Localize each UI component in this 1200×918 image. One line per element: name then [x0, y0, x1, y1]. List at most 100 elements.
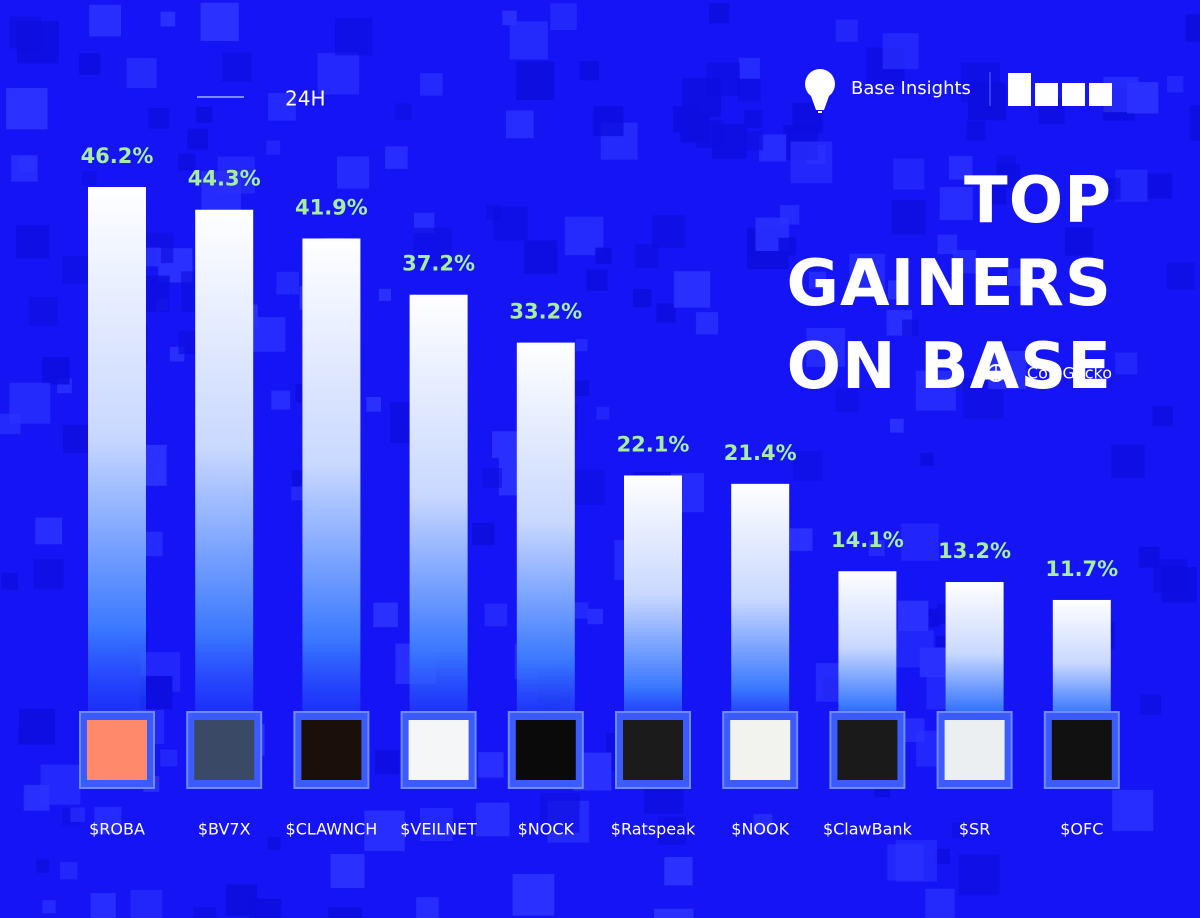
- bg-square: [1098, 177, 1121, 200]
- bg-square: [36, 859, 50, 873]
- bg-square: [6, 87, 48, 130]
- bg-square: [738, 57, 760, 80]
- bg-square: [652, 215, 685, 248]
- token-icon: [1051, 720, 1112, 780]
- bg-square: [1065, 227, 1094, 256]
- bg-square: [1111, 444, 1145, 478]
- bg-square: [901, 523, 939, 561]
- bg-square: [193, 907, 217, 918]
- bar: [195, 209, 254, 740]
- bg-square: [267, 836, 281, 850]
- bg-square: [948, 156, 973, 180]
- token-icon: [515, 720, 576, 780]
- bg-square: [759, 134, 787, 162]
- brand-logo: [805, 69, 835, 113]
- bg-square: [478, 752, 504, 778]
- bg-square: [539, 793, 580, 833]
- token-icon: [623, 720, 683, 780]
- x-tick-label: $Ratspeak: [611, 820, 696, 839]
- bg-square: [808, 271, 827, 289]
- bg-square: [1185, 14, 1200, 42]
- bg-square: [35, 517, 63, 545]
- token-icon: [408, 720, 469, 780]
- x-tick-label: $SR: [959, 820, 990, 839]
- x-tick-label: $CLAWNCH: [286, 820, 378, 839]
- bg-square: [658, 816, 687, 845]
- bg-square: [28, 297, 58, 326]
- bg-square: [515, 61, 555, 101]
- bg-square: [789, 528, 813, 551]
- bg-square: [1007, 268, 1026, 286]
- bg-square: [160, 749, 178, 767]
- bg-square: [571, 602, 589, 619]
- bg-square: [919, 647, 950, 678]
- bg-square: [706, 62, 740, 96]
- bg-square: [778, 237, 797, 256]
- bg-square: [902, 319, 919, 336]
- value-label: 46.2%: [81, 144, 154, 168]
- bg-square: [19, 708, 55, 745]
- bg-square: [196, 106, 213, 123]
- bg-square: [271, 390, 291, 410]
- bar: [731, 483, 790, 740]
- value-label: 37.2%: [402, 252, 475, 276]
- bg-square: [23, 784, 50, 811]
- bg-square: [1161, 566, 1197, 603]
- x-tick-label: $OFC: [1060, 820, 1103, 839]
- bg-square: [939, 187, 973, 221]
- x-tick-label: $NOCK: [518, 820, 575, 839]
- bg-square: [920, 452, 934, 467]
- bg-square: [587, 608, 604, 625]
- bg-square: [374, 749, 400, 775]
- token-icon: [944, 720, 1005, 780]
- bg-square: [569, 469, 605, 505]
- bg-square: [1166, 262, 1195, 290]
- bg-square: [42, 900, 56, 914]
- bg-square: [937, 234, 958, 255]
- bg-square: [126, 58, 157, 89]
- bg-square: [968, 82, 1006, 121]
- token-icon: [194, 720, 255, 780]
- bg-square: [806, 328, 846, 367]
- bg-square: [42, 357, 70, 385]
- bg-square: [385, 146, 408, 169]
- x-tick-label: $NOOK: [731, 820, 789, 839]
- bg-square: [335, 17, 373, 56]
- token-icon: [301, 720, 362, 780]
- bg-square: [160, 11, 176, 27]
- bg-square: [317, 53, 360, 95]
- bg-square: [1115, 352, 1138, 375]
- bg-square: [366, 397, 381, 412]
- bg-square: [94, 806, 122, 834]
- bg-square: [33, 559, 64, 590]
- bg-square: [915, 370, 956, 411]
- token-icon: [837, 720, 898, 780]
- bg-square: [793, 451, 823, 481]
- bg-square: [753, 814, 773, 834]
- bg-square: [882, 33, 919, 70]
- bg-square: [142, 247, 161, 267]
- period-label: 24H: [285, 87, 326, 111]
- value-label: 11.7%: [1045, 557, 1118, 581]
- bg-square: [200, 2, 239, 41]
- value-label: 33.2%: [509, 300, 582, 324]
- bg-square: [633, 289, 652, 308]
- x-tick-label: $BV7X: [198, 820, 251, 839]
- value-label: 44.3%: [188, 167, 261, 191]
- bg-square: [664, 857, 693, 886]
- bg-square: [89, 4, 122, 37]
- bg-square: [509, 21, 548, 60]
- bg-square: [482, 468, 502, 488]
- bg-square: [268, 92, 296, 121]
- bg-square: [635, 244, 659, 268]
- x-tick-label: $VEILNET: [400, 820, 477, 839]
- bg-square: [979, 178, 1007, 205]
- bg-square: [472, 522, 495, 546]
- bg-square: [887, 280, 907, 300]
- bg-square: [596, 406, 610, 420]
- bg-square: [966, 121, 986, 141]
- bg-square: [654, 908, 694, 918]
- bg-square: [336, 156, 370, 189]
- bg-square: [222, 52, 252, 82]
